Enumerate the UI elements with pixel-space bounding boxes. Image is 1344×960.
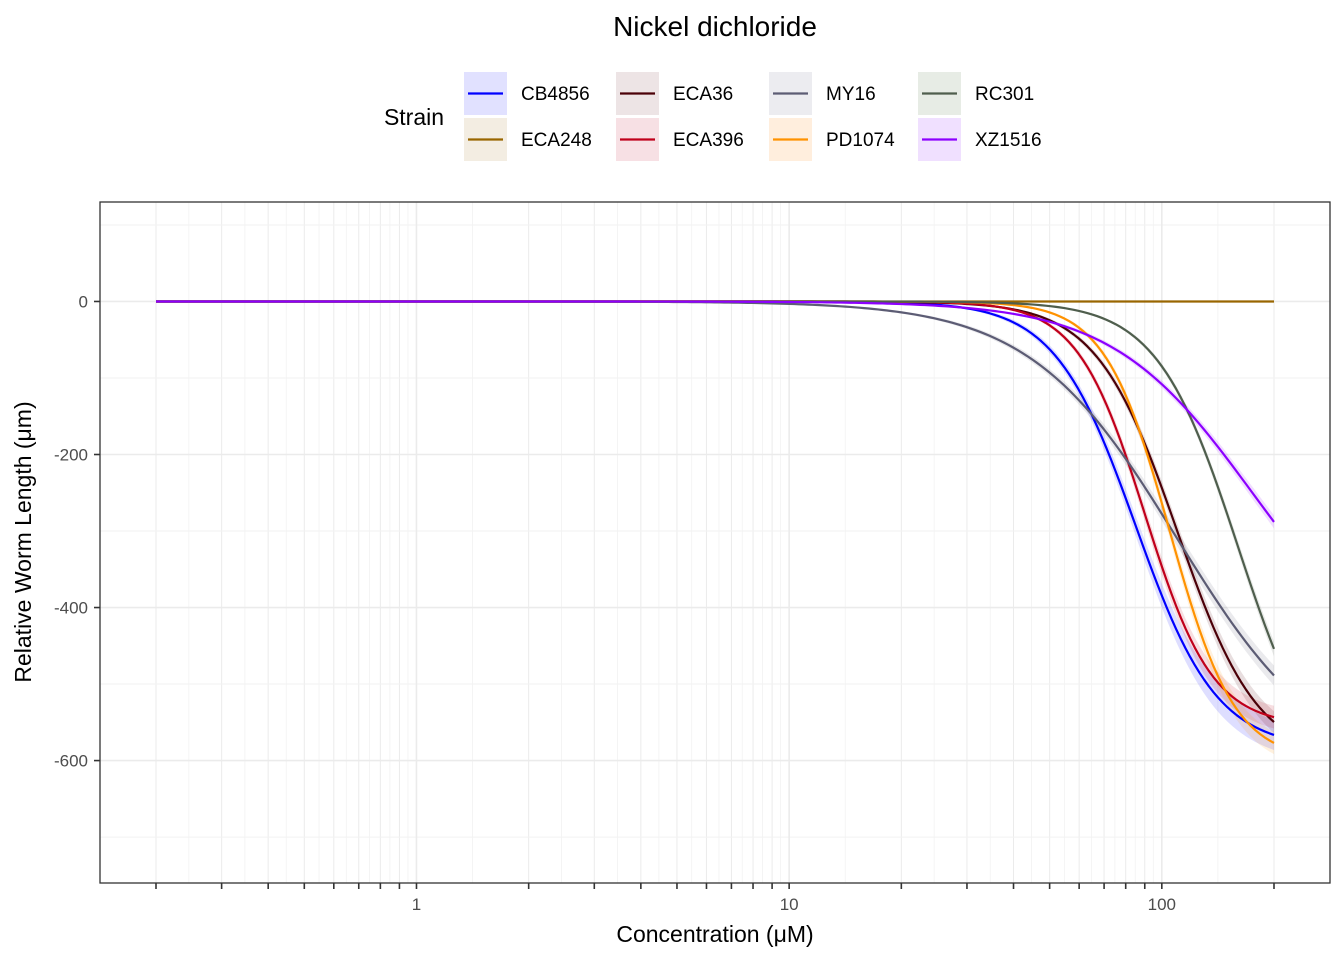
line-XZ1516 (156, 300, 1275, 523)
legend-label-PD1074: PD1074 (826, 130, 895, 151)
y-tick-label: 0 (79, 292, 88, 311)
chart-title: Nickel dichloride (613, 11, 817, 42)
minor-grid (100, 202, 1330, 883)
panel-background (100, 202, 1330, 883)
legend: Strain CB4856 ECA248 ECA36 ECA396 MY16 PD1074… (384, 72, 1042, 161)
series-lines (156, 300, 1276, 744)
legend-label-RC301: RC301 (975, 84, 1034, 105)
x-tick-label: 1 (412, 895, 421, 914)
panel-border (99, 201, 1331, 884)
y-axis: 0 -200 -400 -600 (54, 292, 100, 771)
y-tick-label: -400 (54, 599, 88, 618)
legend-label-CB4856: CB4856 (521, 84, 590, 105)
legend-label-ECA396: ECA396 (673, 130, 744, 151)
x-tick-label: 100 (1148, 895, 1176, 914)
y-axis-title: Relative Worm Length (μm) (10, 401, 36, 682)
x-axis: 1 10 100 (155, 883, 1275, 914)
legend-label-MY16: MY16 (826, 84, 876, 105)
legend-label-ECA36: ECA36 (673, 84, 733, 105)
y-tick-label: -600 (54, 752, 88, 771)
legend-label-ECA248: ECA248 (521, 130, 592, 151)
plot-panel (99, 201, 1331, 884)
legend-label-XZ1516: XZ1516 (975, 130, 1042, 151)
x-tick-label: 10 (780, 895, 799, 914)
x-axis-title: Concentration (μM) (616, 921, 813, 947)
legend-title: Strain (384, 104, 444, 130)
y-tick-label: -200 (54, 446, 88, 465)
